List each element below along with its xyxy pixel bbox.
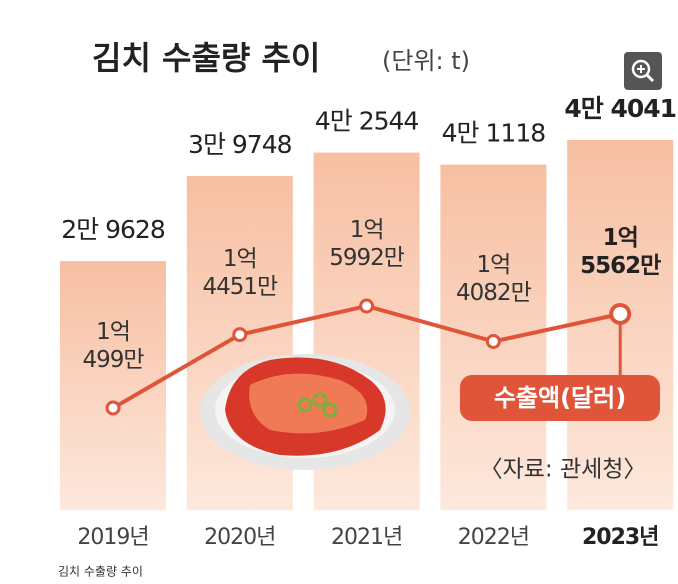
line-value-label: 1억 5562만	[580, 224, 661, 279]
bar-value-label: 2만 9628	[61, 215, 165, 244]
x-tick-label: 2021년	[331, 525, 402, 550]
x-tick-label: 2019년	[77, 525, 148, 550]
zoom-glyph	[645, 73, 655, 83]
scallion	[297, 397, 313, 413]
line-point	[359, 298, 375, 314]
x-tick-label: 2023년	[582, 525, 658, 550]
legend-box	[460, 375, 660, 421]
caption: 김치 수출량 추이	[58, 565, 143, 579]
line-value-label: 1억 4451만	[202, 245, 278, 300]
bar-value-label: 3만 9748	[188, 130, 292, 159]
line-value-label: 1억 5992만	[329, 217, 405, 271]
line-value-label: 1억 4082만	[456, 252, 532, 307]
zoom-glyph	[631, 59, 651, 79]
bar-value-label: 4만 4041	[564, 94, 676, 123]
line-value-label: 1억 499만	[82, 319, 144, 373]
bar-value-label: 4만 1118	[442, 119, 546, 148]
kimchi	[249, 373, 368, 434]
x-tick-label: 2020년	[204, 525, 275, 550]
x-tick-label: 2022년	[458, 525, 529, 550]
zoom-button[interactable]	[624, 52, 662, 90]
unit: (단위: t)	[382, 47, 470, 75]
scallion	[312, 392, 328, 408]
legend-label: 수출액(달러)	[494, 384, 626, 412]
line-point	[232, 327, 248, 343]
scallion	[322, 402, 338, 418]
line-point	[609, 302, 632, 325]
line-point	[485, 333, 501, 349]
bar-value-label: 4만 2544	[315, 107, 419, 136]
zoom-icon[interactable]	[624, 52, 662, 90]
chart-title: 김치 수출량 추이	[92, 39, 320, 77]
source: 〈자료: 관세청〉	[480, 457, 647, 483]
line-point	[105, 400, 121, 416]
kimchi-illustration	[200, 354, 410, 470]
